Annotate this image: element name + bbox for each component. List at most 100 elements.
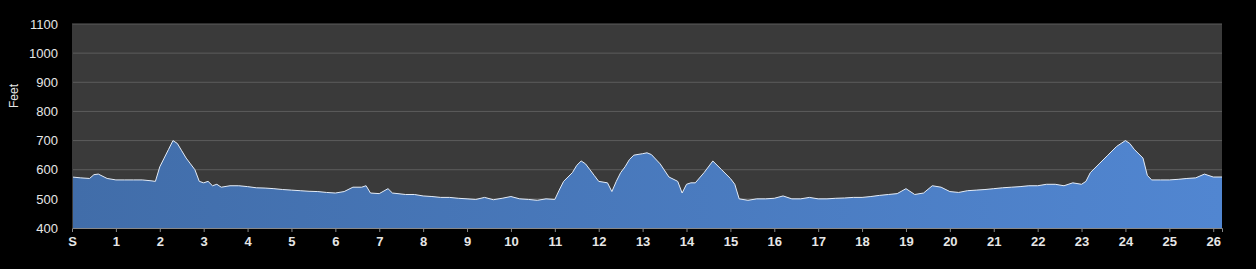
- elevation-line: [72, 141, 1222, 201]
- x-tick-label: 6: [332, 234, 339, 249]
- x-tick: 26: [1206, 228, 1220, 249]
- x-tick: 14: [680, 228, 695, 249]
- x-tick-mark: [335, 228, 336, 232]
- x-tick: 24: [1119, 228, 1134, 249]
- x-tick-label: 3: [201, 234, 208, 249]
- x-tick: 5: [288, 228, 295, 249]
- x-tick: 3: [201, 228, 208, 249]
- y-tick: 600: [36, 162, 72, 177]
- plot-background: [72, 24, 1222, 228]
- x-tick: 7: [376, 228, 383, 249]
- plot: S123456789101112131415161718192021222324…: [29, 17, 1222, 250]
- x-tick-mark: [423, 228, 424, 232]
- marks: [72, 141, 1222, 228]
- x-tick-mark: [994, 228, 995, 232]
- y-tick-label: 500: [36, 192, 58, 207]
- x-tick-mark: [248, 228, 249, 232]
- y-tick-label: 400: [36, 221, 58, 236]
- x-tick-mark: [291, 228, 292, 232]
- x-tick-label: 19: [899, 234, 913, 249]
- x-tick: 17: [811, 228, 825, 249]
- x-tick: 21: [987, 228, 1001, 249]
- x-tick: 13: [636, 228, 650, 249]
- x-tick-mark: [1038, 228, 1039, 232]
- x-tick-label: 15: [724, 234, 738, 249]
- x-tick-label: 12: [592, 234, 606, 249]
- x-tick: 15: [724, 228, 738, 249]
- x-tick-label: 9: [464, 234, 471, 249]
- x-tick-mark: [906, 228, 907, 232]
- x-tick-mark: [730, 228, 731, 232]
- y-axis-title: Feet: [7, 83, 21, 108]
- elevation-area: [72, 141, 1222, 228]
- x-tick-mark: [72, 228, 73, 232]
- x-tick-mark: [950, 228, 951, 232]
- chart: S123456789101112131415161718192021222324…: [0, 0, 1256, 269]
- y-tick-label: 1000: [29, 46, 58, 61]
- y-tick: 800: [36, 104, 72, 119]
- x-tick: S: [68, 228, 77, 249]
- x-tick-mark: [643, 228, 644, 232]
- x-tick-label: 8: [420, 234, 427, 249]
- x-tick-label: 7: [376, 234, 383, 249]
- x-tick-label: 21: [987, 234, 1001, 249]
- x-tick-mark: [1082, 228, 1083, 232]
- y-tick: 1100: [30, 17, 72, 32]
- x-tick: 10: [504, 228, 518, 249]
- x-tick: 23: [1075, 228, 1089, 249]
- x-tick-label: 23: [1075, 234, 1089, 249]
- x-tick-label: 13: [636, 234, 650, 249]
- x-tick-mark: [160, 228, 161, 232]
- x-tick-label: 14: [680, 234, 695, 249]
- x-axis-line: [73, 229, 1223, 233]
- x-tick-label: 16: [768, 234, 782, 249]
- grid-line: [72, 111, 1222, 112]
- x-tick-label: 24: [1119, 234, 1134, 249]
- grid-line: [72, 82, 1222, 83]
- y-tick-label: 700: [36, 133, 58, 148]
- x-tick: 2: [157, 228, 164, 249]
- x-tick-mark: [379, 228, 380, 232]
- x-tick-label: 11: [548, 234, 562, 249]
- x-tick: 9: [464, 228, 471, 249]
- grid-line: [72, 140, 1222, 141]
- x-tick-mark: [116, 228, 117, 232]
- grid-line: [72, 24, 1222, 25]
- x-tick-label: 20: [943, 234, 957, 249]
- x-tick-label: 17: [811, 234, 825, 249]
- x-tick-label: 10: [504, 234, 518, 249]
- x-tick-mark: [467, 228, 468, 232]
- x-tick: 22: [1031, 228, 1045, 249]
- x-tick-label: 1: [113, 234, 120, 249]
- y-tick: 500: [36, 192, 72, 207]
- x-tick-mark: [818, 228, 819, 232]
- x-tick-mark: [1125, 228, 1126, 232]
- x-tick-mark: [599, 228, 600, 232]
- y-tick-label: 1100: [30, 17, 58, 32]
- x-tick-label: 5: [288, 234, 295, 249]
- y-tick-label: 600: [36, 162, 58, 177]
- x-tick-label: 26: [1206, 234, 1220, 249]
- x-tick-mark: [204, 228, 205, 232]
- y-tick-label: 800: [36, 104, 58, 119]
- x-tick-label: S: [68, 234, 77, 249]
- x-tick: 8: [420, 228, 427, 249]
- y-tick: 1000: [29, 46, 72, 61]
- x-tick-label: 18: [855, 234, 869, 249]
- x-tick-label: 4: [244, 234, 252, 249]
- x-tick: 12: [592, 228, 606, 249]
- x-tick-mark: [555, 228, 556, 232]
- x-tick-mark: [687, 228, 688, 232]
- y-tick-label: 900: [36, 75, 58, 90]
- y-axis-line: [72, 25, 73, 229]
- x-tick: 4: [244, 228, 252, 249]
- y-tick: 700: [36, 133, 72, 148]
- x-tick-label: 2: [157, 234, 164, 249]
- background: [0, 0, 1256, 269]
- grid: [72, 24, 1222, 228]
- x-tick: 20: [943, 228, 957, 249]
- x-tick-label: 25: [1163, 234, 1177, 249]
- x-axis: S123456789101112131415161718192021222324…: [68, 228, 1222, 249]
- x-tick: 18: [855, 228, 869, 249]
- x-tick-mark: [511, 228, 512, 232]
